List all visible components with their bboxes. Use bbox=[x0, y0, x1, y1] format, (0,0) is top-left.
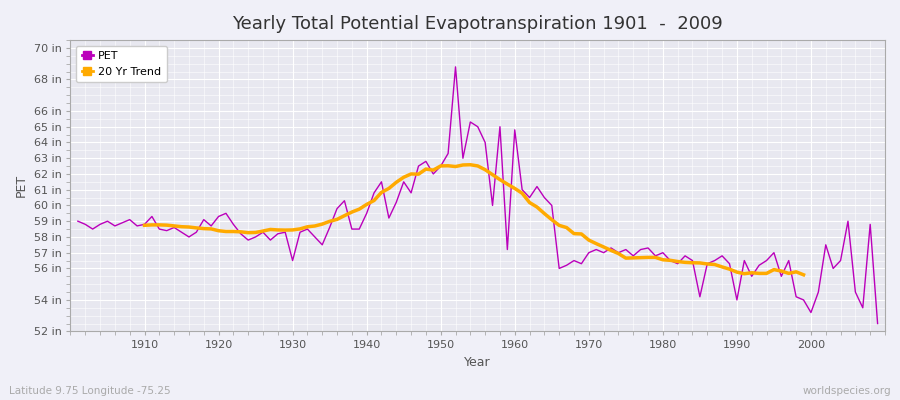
Legend: PET, 20 Yr Trend: PET, 20 Yr Trend bbox=[76, 46, 166, 82]
Text: Latitude 9.75 Longitude -75.25: Latitude 9.75 Longitude -75.25 bbox=[9, 386, 171, 396]
Text: worldspecies.org: worldspecies.org bbox=[803, 386, 891, 396]
Title: Yearly Total Potential Evapotranspiration 1901  -  2009: Yearly Total Potential Evapotranspiratio… bbox=[232, 15, 723, 33]
Y-axis label: PET: PET bbox=[15, 174, 28, 197]
X-axis label: Year: Year bbox=[464, 356, 491, 369]
